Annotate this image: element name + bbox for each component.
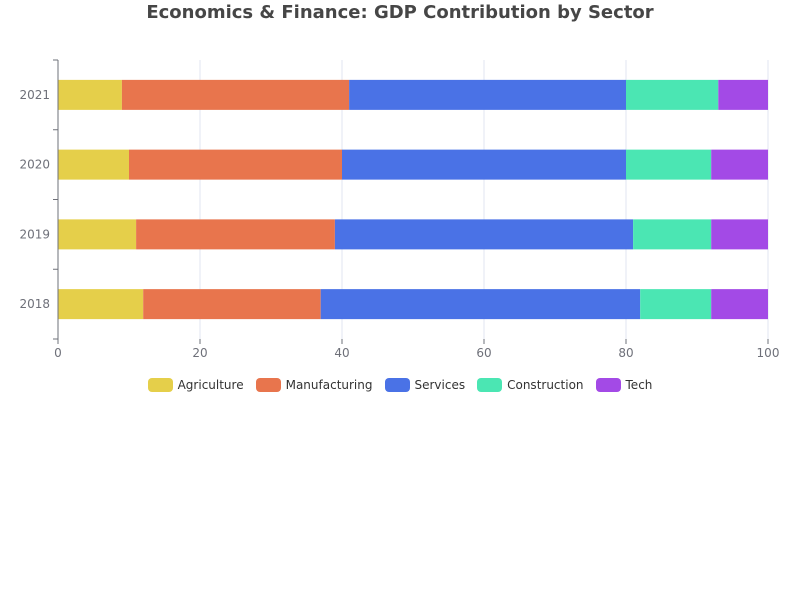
bar-construction-2020 bbox=[626, 149, 712, 180]
axes: 0 20 40 60 80 100 2018 2019 2020 2021 bbox=[19, 59, 780, 360]
x-tick-label: 80 bbox=[618, 346, 633, 360]
y-tick-label: 2018 bbox=[19, 297, 50, 311]
legend-item-agriculture[interactable]: Agriculture bbox=[147, 378, 244, 392]
x-tick-label: 0 bbox=[54, 346, 62, 360]
bar-manufacturing-2019 bbox=[136, 219, 335, 250]
x-tick-label: 60 bbox=[476, 346, 491, 360]
legend-swatch bbox=[384, 378, 410, 392]
chart-title: Economics & Finance: GDP Contribution by… bbox=[146, 2, 654, 23]
bar-tech-2018 bbox=[711, 289, 768, 320]
bar-agriculture-2018 bbox=[58, 289, 144, 320]
bar-tech-2021 bbox=[718, 79, 768, 110]
legend-swatch bbox=[147, 378, 173, 392]
x-tick-label: 40 bbox=[334, 346, 349, 360]
bar-construction-2019 bbox=[633, 219, 712, 250]
legend-item-tech[interactable]: Tech bbox=[595, 378, 653, 392]
bar-tech-2020 bbox=[711, 149, 768, 180]
legend: Agriculture Manufacturing Services Construc… bbox=[0, 378, 800, 392]
y-tick-label: 2020 bbox=[19, 158, 50, 172]
y-tick-label: 2021 bbox=[19, 88, 50, 102]
bar-agriculture-2020 bbox=[58, 149, 129, 180]
bar-services-2020 bbox=[342, 149, 626, 180]
bar-tech-2019 bbox=[711, 219, 768, 250]
legend-label: Manufacturing bbox=[285, 378, 373, 392]
legend-label: Construction bbox=[507, 378, 584, 392]
x-tick-label: 100 bbox=[757, 346, 780, 360]
bar-manufacturing-2021 bbox=[121, 79, 350, 110]
legend-label: Tech bbox=[625, 378, 653, 392]
x-tick-label: 20 bbox=[192, 346, 207, 360]
bar-agriculture-2019 bbox=[58, 219, 137, 250]
legend-swatch bbox=[255, 378, 281, 392]
bar-services-2021 bbox=[349, 79, 626, 110]
bar-construction-2021 bbox=[626, 79, 719, 110]
legend-label: Services bbox=[414, 378, 466, 392]
bar-services-2019 bbox=[334, 219, 634, 250]
bar-agriculture-2021 bbox=[58, 79, 122, 110]
y-tick-label: 2019 bbox=[19, 227, 50, 241]
legend-swatch bbox=[477, 378, 503, 392]
legend-swatch bbox=[595, 378, 621, 392]
bar-manufacturing-2020 bbox=[129, 149, 342, 180]
legend-label: Agriculture bbox=[177, 378, 244, 392]
bars bbox=[58, 79, 768, 320]
legend-item-manufacturing[interactable]: Manufacturing bbox=[255, 378, 373, 392]
bar-services-2018 bbox=[320, 289, 641, 320]
legend-item-services[interactable]: Services bbox=[384, 378, 466, 392]
legend-item-construction[interactable]: Construction bbox=[477, 378, 584, 392]
bar-manufacturing-2018 bbox=[143, 289, 321, 320]
bar-construction-2018 bbox=[640, 289, 712, 320]
